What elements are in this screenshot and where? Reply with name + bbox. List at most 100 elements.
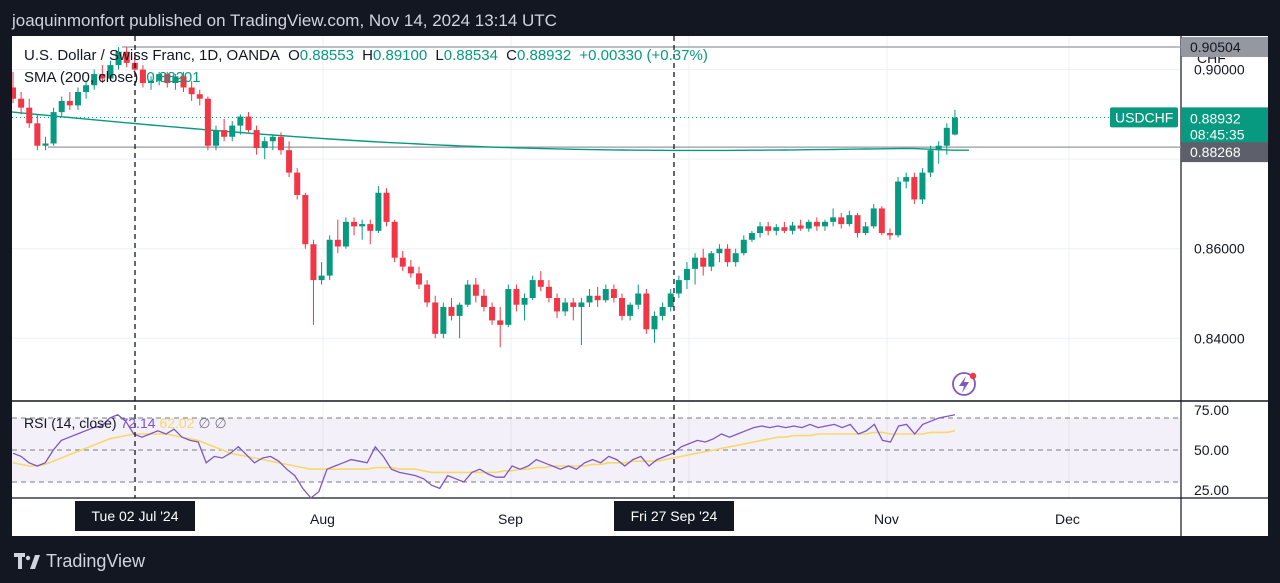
candle xyxy=(651,311,658,343)
candle xyxy=(83,80,90,99)
candle xyxy=(326,235,333,281)
candle-body xyxy=(757,226,764,234)
candle xyxy=(334,219,341,254)
candle-body xyxy=(781,227,788,231)
candle-body xyxy=(294,172,301,195)
rsi-line xyxy=(12,414,956,499)
rsi-symbols: ∅ ∅ xyxy=(198,415,227,431)
legend-open-label: O xyxy=(288,47,300,64)
candle xyxy=(277,132,284,155)
candle xyxy=(513,284,520,312)
main-chart-svg[interactable]: 0.840000.860000.90000CHF0.905040.8893208… xyxy=(12,36,1268,536)
candle xyxy=(432,295,439,339)
symbol-tag-label: USDCHF xyxy=(1115,109,1173,125)
publish-caption: joaquinmonfort published on TradingView.… xyxy=(12,11,557,30)
grid-lines xyxy=(12,36,1181,498)
candle xyxy=(269,134,276,151)
candle xyxy=(838,212,845,229)
candle-body xyxy=(545,286,552,298)
candle-body xyxy=(83,85,90,92)
candle xyxy=(578,297,585,346)
sma-legend: SMA (200, close) 0.88201 xyxy=(24,68,205,88)
candle xyxy=(42,136,49,151)
candle-body xyxy=(66,100,73,106)
candle-body xyxy=(903,177,910,182)
candle xyxy=(789,221,796,235)
candle xyxy=(521,293,528,321)
sma-label: SMA (200, close) xyxy=(24,69,139,86)
candle xyxy=(765,221,772,236)
rsi-ma-value: 62.02 xyxy=(159,415,195,431)
candle xyxy=(862,221,869,236)
candle-body xyxy=(586,295,593,303)
candle-body xyxy=(651,315,658,330)
candle xyxy=(123,47,130,68)
time-tick-label: Dec xyxy=(1055,511,1080,527)
candle xyxy=(359,219,366,240)
candle-body xyxy=(310,244,317,281)
candle-body xyxy=(870,208,877,227)
candle-body xyxy=(854,215,861,234)
candle-body xyxy=(302,194,309,245)
candle xyxy=(635,284,642,310)
candle xyxy=(50,107,57,146)
candle-body xyxy=(269,136,276,142)
price-legend: U.S. Dollar / Swiss Franc, 1D, OANDA O0.… xyxy=(24,46,712,66)
lightning-icon xyxy=(952,372,977,396)
candle xyxy=(594,286,601,307)
candle xyxy=(643,289,650,334)
candle xyxy=(935,141,942,164)
candle xyxy=(700,248,707,276)
candle xyxy=(545,280,552,303)
candle xyxy=(66,91,73,110)
candle-body xyxy=(221,130,228,137)
candle-body xyxy=(58,100,65,113)
candle xyxy=(480,289,487,312)
candle xyxy=(318,262,325,285)
candle xyxy=(740,235,747,256)
candle xyxy=(911,172,918,204)
time-tick-label: Sep xyxy=(498,511,523,527)
candle xyxy=(489,302,496,325)
candle xyxy=(26,98,33,128)
candle-body xyxy=(895,181,902,236)
tradingview-footer[interactable]: TradingView xyxy=(14,548,145,574)
time-tick-label: Nov xyxy=(874,511,899,527)
candle xyxy=(91,69,98,90)
chart-frame[interactable]: 0.84000 0.86000 0.90000 CHF 0.90504 0.88932 08… xyxy=(12,36,1268,536)
countdown-label: 08:45:35 xyxy=(1190,126,1245,142)
candle-body xyxy=(805,221,812,229)
lightning-icon-dot xyxy=(969,372,977,380)
legend-high-value: 0.89100 xyxy=(372,47,428,64)
symbol-tag xyxy=(1110,107,1178,128)
candle-body xyxy=(277,136,284,151)
candle-body xyxy=(123,51,130,63)
candle xyxy=(683,262,690,290)
candle-body xyxy=(505,289,512,325)
candle-body xyxy=(12,87,16,99)
candle xyxy=(237,114,244,135)
candle xyxy=(675,275,682,298)
candle-body xyxy=(935,145,942,151)
candle-body xyxy=(18,98,25,108)
candle xyxy=(204,96,211,151)
candle xyxy=(188,80,195,101)
legend-title: U.S. Dollar / Swiss Franc, 1D, OANDA xyxy=(24,47,280,64)
candle-body xyxy=(448,306,455,316)
candle-body xyxy=(213,130,219,146)
current-price-badge xyxy=(1181,107,1268,144)
legend-open-value: 0.88553 xyxy=(299,47,354,64)
candle xyxy=(302,192,309,249)
candle xyxy=(943,123,950,155)
candle xyxy=(310,239,317,325)
candle xyxy=(854,212,861,238)
candle-body xyxy=(367,224,374,231)
candle-body xyxy=(927,150,934,173)
candle xyxy=(34,114,41,151)
candle-body xyxy=(683,268,690,281)
candle-body xyxy=(424,284,431,303)
candle xyxy=(464,280,471,307)
candle xyxy=(951,109,958,136)
candle xyxy=(286,141,293,178)
candle xyxy=(229,121,236,142)
